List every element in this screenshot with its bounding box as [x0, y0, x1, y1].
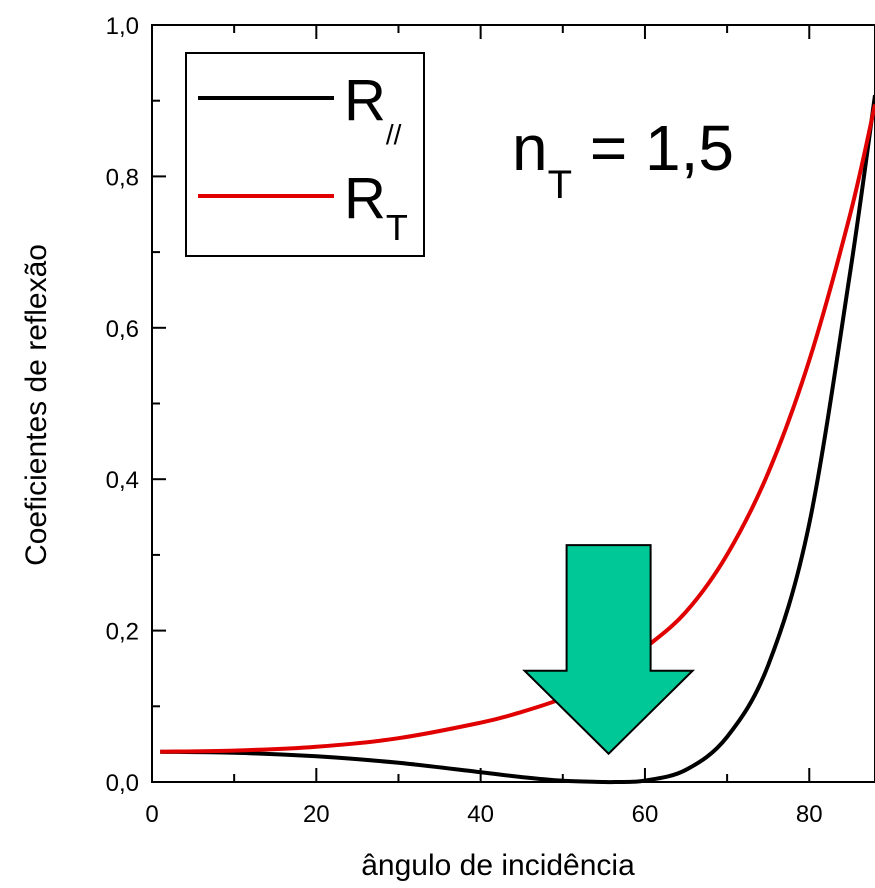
series-line-r-parallel	[160, 94, 875, 785]
refractive-index-annotation: nT = 1,5	[512, 112, 734, 207]
x-axis-label: ângulo de incidência	[361, 849, 635, 882]
x-tick-label: 20	[303, 801, 330, 828]
y-tick-label: 0,0	[106, 770, 139, 797]
arrow-layer	[522, 544, 696, 756]
legend-label-subscript: //	[386, 119, 402, 150]
y-axis-label: Coeficientes de reflexão	[20, 244, 53, 566]
x-tick-label: 60	[632, 801, 659, 828]
legend-label-subscript: T	[386, 207, 408, 248]
legend-box	[185, 52, 425, 257]
y-tick-label: 0,4	[106, 467, 139, 494]
y-tick-label: 0,6	[106, 316, 139, 343]
pointer-arrow	[522, 544, 696, 756]
y-tick-label: 0,2	[106, 619, 139, 646]
annotation-layer: nT = 1,5	[512, 112, 734, 207]
x-tick-label: 80	[796, 801, 823, 828]
x-tick-label: 0	[145, 801, 158, 828]
y-tick-label: 1,0	[106, 13, 139, 40]
y-tick-label: 0,8	[106, 164, 139, 191]
x-tick-label: 40	[467, 801, 494, 828]
legend: R//RT	[185, 52, 425, 257]
axes: 0 20 40 60 80 0,0 0,2 0,4 0,6 0,8 1,0	[106, 13, 875, 828]
